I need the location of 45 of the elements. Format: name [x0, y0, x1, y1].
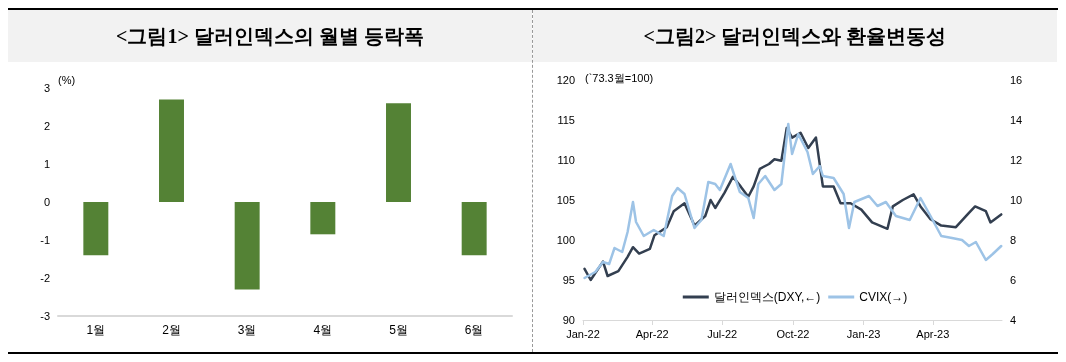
y-tick-label: -1: [40, 234, 50, 246]
y-tick-label: 2: [43, 120, 50, 132]
y-tick-label: 115: [557, 114, 575, 126]
y2-tick-label: 16: [1010, 74, 1023, 86]
x-tick-label: 6월: [464, 323, 484, 337]
legend-label: 달러인덱스(DXY,←): [713, 290, 821, 304]
y-tick-label: 90: [562, 314, 575, 326]
x-tick-label: 5월: [389, 323, 408, 337]
x-tick-label: Jul-22: [707, 327, 738, 340]
y2-tick-label: 6: [1010, 274, 1017, 286]
bar: [386, 103, 411, 202]
chart-title: <그림2> 달러인덱스와 환율변동성: [533, 10, 1057, 62]
y-tick-label: 110: [557, 154, 575, 166]
y-tick-label: 100: [556, 234, 575, 246]
x-tick-label: 4월: [313, 323, 333, 337]
x-tick-label: 3월: [237, 323, 257, 337]
chart-title: <그림1> 달러인덱스의 월별 등락폭: [8, 10, 532, 62]
y-tick-label: -2: [40, 272, 50, 284]
y-axis-title: (`73.3월=100): [585, 71, 654, 84]
x-tick-label: Jan-22: [566, 327, 600, 340]
x-tick-label: Apr-23: [916, 327, 950, 340]
bar: [83, 202, 109, 256]
y-axis-title: (%): [58, 73, 76, 86]
y-tick-label: 1: [43, 158, 50, 170]
legend-label: CVIX(→): [859, 290, 908, 304]
x-tick-label: Jan-23: [846, 327, 881, 340]
x-tick-label: Apr-22: [635, 327, 669, 340]
bar: [461, 202, 487, 256]
bar: [159, 99, 184, 202]
x-tick-label: 1월: [86, 323, 106, 337]
y-tick-label: 0: [43, 196, 50, 208]
y2-tick-label: 12: [1010, 154, 1023, 166]
x-tick-label: Oct-22: [776, 327, 810, 340]
y2-tick-label: 14: [1010, 114, 1023, 126]
y-tick-label: 120: [556, 74, 575, 86]
y-tick-label: 3: [43, 82, 50, 94]
y-tick-label: -3: [40, 310, 50, 322]
y-tick-label: 95: [562, 274, 575, 286]
y2-tick-label: 10: [1010, 194, 1023, 206]
x-tick-label: 2월: [162, 323, 181, 337]
y2-tick-label: 8: [1010, 234, 1017, 246]
y-tick-label: 105: [556, 194, 575, 206]
bar: [234, 202, 260, 290]
bar: [310, 202, 336, 235]
y2-tick-label: 4: [1010, 314, 1017, 326]
